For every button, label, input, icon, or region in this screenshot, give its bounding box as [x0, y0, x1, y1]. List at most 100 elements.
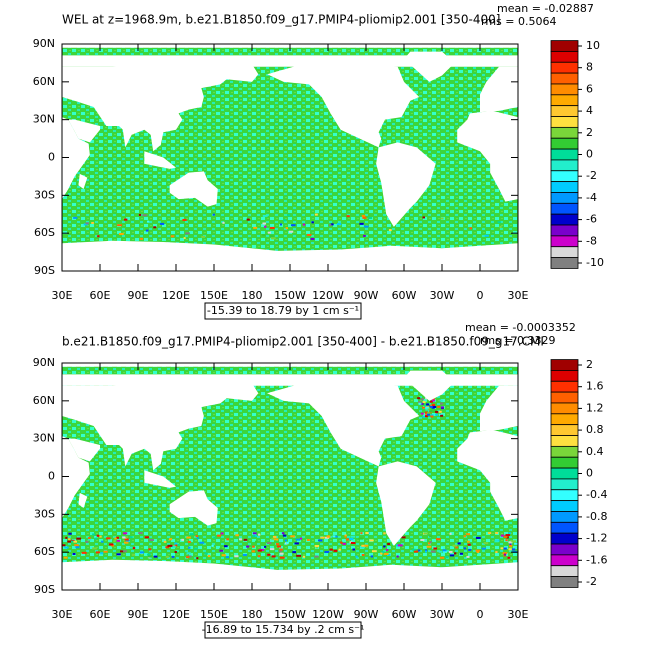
speckle	[252, 545, 255, 548]
speckle	[503, 547, 507, 550]
lon-label: 30W	[430, 289, 455, 302]
speckle	[124, 541, 129, 544]
speckle	[432, 410, 436, 413]
colorbar-box	[550, 40, 579, 52]
land	[480, 385, 518, 432]
speckle	[148, 548, 152, 551]
colorbar-label: -0.4	[586, 488, 607, 501]
speckle	[440, 217, 444, 220]
speckle	[412, 548, 416, 551]
colorbar-box	[550, 413, 579, 426]
speckle	[463, 535, 467, 538]
speckle	[128, 546, 133, 549]
land	[78, 173, 88, 190]
panel-title: b.e21.B1850.f09_g17.PMIP4-pliomip2.001 […	[62, 335, 544, 349]
speckle	[383, 532, 386, 535]
speckle	[212, 213, 215, 216]
speckle	[163, 540, 167, 543]
speckle	[388, 229, 392, 232]
speckle	[262, 234, 266, 237]
speckle	[267, 231, 271, 234]
speckle	[387, 553, 391, 556]
speckle	[110, 544, 115, 547]
speckle	[123, 550, 127, 553]
speckle	[252, 535, 256, 538]
speckle	[235, 534, 239, 537]
speckle	[440, 414, 444, 417]
land	[62, 117, 90, 200]
speckle	[270, 226, 275, 229]
speckle	[153, 555, 158, 558]
speckle	[201, 235, 206, 238]
speckle	[271, 537, 274, 540]
speckle	[418, 401, 422, 404]
colorbar-label: 6	[586, 82, 593, 95]
speckle	[502, 552, 508, 555]
colorbar-box	[550, 192, 579, 204]
colorbar-box	[550, 435, 579, 447]
speckle	[276, 545, 281, 548]
lon-label: 60E	[90, 608, 111, 621]
colorbar-box	[550, 521, 579, 534]
speckle	[346, 215, 350, 218]
speckle	[147, 555, 152, 558]
speckle	[414, 550, 419, 553]
speckle	[468, 548, 472, 551]
speckle	[429, 400, 433, 403]
speckle	[269, 548, 275, 551]
speckle	[153, 226, 157, 229]
land	[267, 383, 420, 467]
speckle	[165, 546, 170, 549]
speckle	[433, 547, 438, 550]
speckle	[336, 223, 342, 226]
colorbar-box	[550, 61, 579, 74]
speckle	[73, 216, 78, 219]
speckle	[469, 227, 472, 230]
speckle	[445, 556, 449, 559]
speckle	[283, 219, 287, 222]
speckle	[380, 552, 383, 555]
speckle	[243, 538, 248, 541]
speckle	[306, 553, 310, 556]
colorbar-label: 0	[586, 467, 593, 480]
speckle	[430, 415, 434, 418]
speckle	[437, 405, 441, 408]
land	[376, 142, 436, 227]
speckle	[422, 406, 426, 409]
speckle	[475, 552, 478, 555]
colorbar-box	[550, 424, 579, 436]
speckle	[330, 223, 334, 226]
speckle	[431, 404, 435, 407]
speckle	[508, 548, 512, 551]
speckle	[271, 237, 276, 240]
speckle	[95, 551, 100, 554]
speckle	[466, 555, 470, 558]
speckle	[430, 404, 434, 407]
lat-label: 90S	[34, 583, 55, 596]
speckle	[278, 550, 282, 553]
land	[62, 559, 518, 590]
speckle	[314, 555, 319, 558]
speckle	[100, 552, 104, 555]
speckle	[170, 235, 175, 238]
speckle	[75, 546, 80, 549]
speckle	[426, 412, 430, 415]
colorbar-label: 4	[586, 104, 593, 117]
speckle	[199, 541, 205, 544]
speckle	[285, 227, 288, 230]
lat-label: 90N	[33, 356, 55, 369]
colorbar-label: 2	[586, 126, 593, 139]
colorbar-label: 0	[586, 148, 593, 161]
speckle	[68, 538, 71, 541]
speckle	[174, 551, 177, 554]
lon-label: 0	[477, 289, 484, 302]
speckle	[270, 234, 274, 237]
speckle	[194, 547, 198, 550]
speckle	[420, 539, 425, 542]
speckle	[282, 534, 287, 537]
speckle	[344, 534, 347, 537]
speckle	[424, 404, 428, 407]
speckle	[87, 538, 92, 541]
colorbar-box	[550, 543, 579, 556]
speckle	[117, 224, 122, 227]
